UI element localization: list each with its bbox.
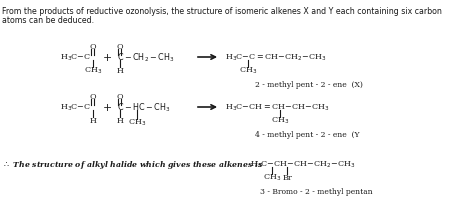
Text: Br: Br [282,173,292,181]
Text: From the products of reductive ozonolysis, the structure of isomeric alkenes X a: From the products of reductive ozonolysi… [2,7,442,16]
Text: $\therefore$ The structure of alkyl halide which gives these alkenes is: $\therefore$ The structure of alkyl hali… [2,158,264,170]
Text: 4 - methyl pent - 2 - ene  (Y: 4 - methyl pent - 2 - ene (Y [255,130,359,138]
Text: O: O [117,92,123,101]
Text: 3 - Bromo - 2 - methyl pentan: 3 - Bromo - 2 - methyl pentan [260,187,373,195]
Text: $\mathsf{C-HC-CH_3}$: $\mathsf{C-HC-CH_3}$ [117,101,171,114]
Text: CH$_3$: CH$_3$ [239,66,257,76]
Text: H$_3$C$-$C$=$CH$-$CH$_2$$-$CH$_3$: H$_3$C$-$C$=$CH$-$CH$_2$$-$CH$_3$ [225,53,327,63]
Text: H: H [117,116,123,124]
Text: O: O [117,43,123,51]
Text: H$_3$C$-$CH$=$CH$-$CH$-$CH$_3$: H$_3$C$-$CH$=$CH$-$CH$-$CH$_3$ [225,102,329,113]
Text: 2 - methyl pent - 2 - ene  (X): 2 - methyl pent - 2 - ene (X) [255,81,363,89]
Text: +: + [102,53,111,63]
Text: H$_3$C$-$C: H$_3$C$-$C [60,53,91,63]
Text: CH$_3$: CH$_3$ [84,66,102,76]
Text: atoms can be deduced.: atoms can be deduced. [2,16,94,25]
Text: CH$_3$: CH$_3$ [271,115,289,126]
Text: O: O [90,92,96,101]
Text: H$_3$C$-$CH$-$CH$-$CH$_2$$-$CH$_3$: H$_3$C$-$CH$-$CH$-$CH$_2$$-$CH$_3$ [250,159,356,169]
Text: +: + [102,103,111,112]
Text: CH$_3$: CH$_3$ [263,172,281,182]
Text: H$_3$C$-$C: H$_3$C$-$C [60,102,91,113]
Text: O: O [90,43,96,51]
Text: $\mathsf{C-CH_2-CH_3}$: $\mathsf{C-CH_2-CH_3}$ [117,52,174,64]
Text: H: H [90,116,96,124]
Text: CH$_3$: CH$_3$ [128,117,146,128]
Text: H: H [117,67,123,75]
